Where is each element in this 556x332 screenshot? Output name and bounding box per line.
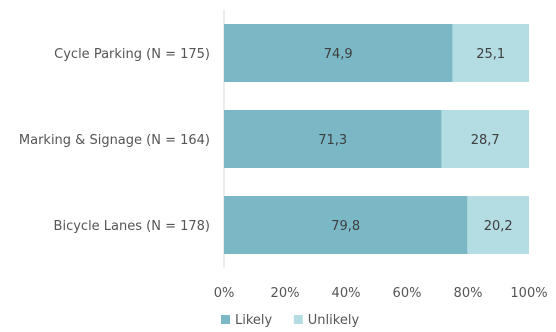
x-tick-label: 40%: [332, 286, 361, 301]
legend-label: Likely: [235, 313, 273, 328]
bar-unlikely-2: [467, 196, 529, 254]
legend-swatch: [221, 315, 230, 324]
data-label: 20,2: [484, 219, 513, 234]
data-label: 79,8: [331, 219, 360, 234]
x-tick-label: 0%: [214, 286, 235, 301]
x-tick-label: 20%: [271, 286, 300, 301]
x-tick-label: 80%: [454, 286, 483, 301]
x-tick-label: 60%: [393, 286, 422, 301]
bar-likely-0: [224, 24, 453, 82]
data-label: 74,9: [324, 47, 353, 62]
data-label: 71,3: [318, 133, 347, 148]
data-label: 25,1: [476, 47, 505, 62]
bar-likely-2: [224, 196, 468, 254]
bar-unlikely-1: [441, 110, 529, 168]
category-label: Cycle Parking (N = 175): [54, 47, 210, 62]
category-label: Marking & Signage (N = 164): [19, 133, 210, 148]
x-tick-label: 100%: [510, 286, 547, 301]
bar-unlikely-0: [452, 24, 529, 82]
category-label: Bicycle Lanes (N = 178): [54, 219, 210, 234]
data-label: 28,7: [471, 133, 500, 148]
legend-swatch: [293, 315, 303, 324]
legend-label: Unlikely: [308, 313, 360, 328]
bar-likely-1: [224, 110, 442, 168]
